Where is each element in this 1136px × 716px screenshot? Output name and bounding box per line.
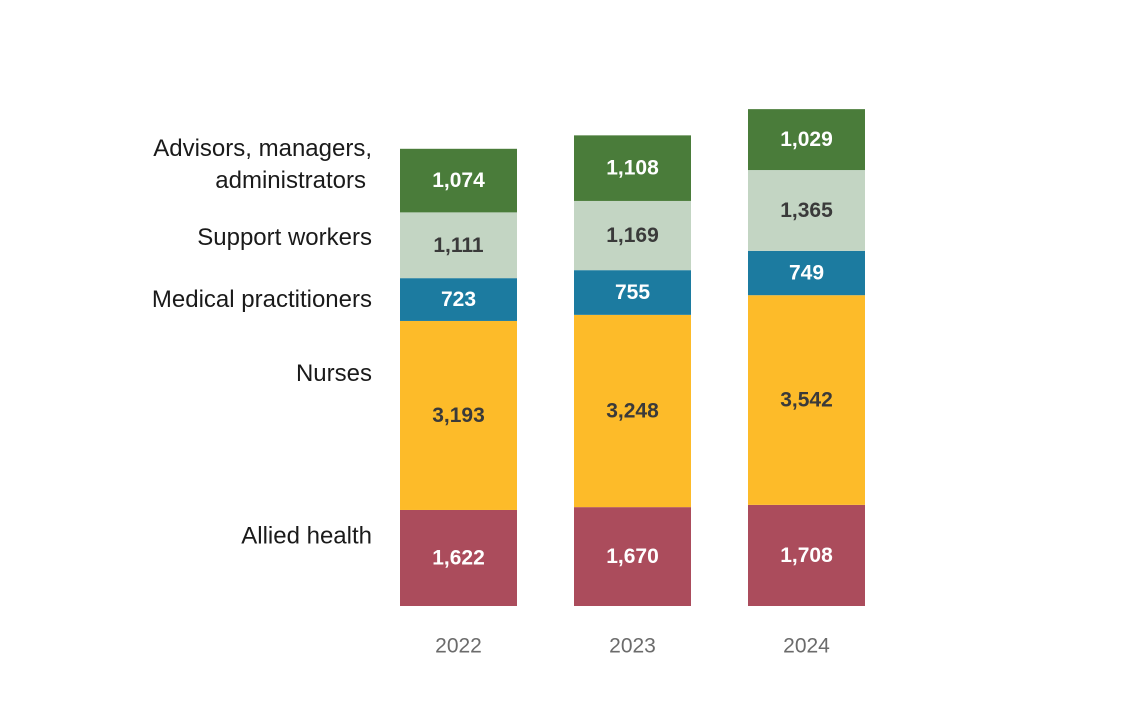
data-label-allied-health-2023: 1,670 xyxy=(606,545,659,568)
bar-segment-medical-practitioners-2022 xyxy=(400,278,517,321)
bar-segment-medical-practitioners-2024 xyxy=(748,250,865,296)
category-label-line: Advisors, managers, xyxy=(153,135,372,162)
x-tick-label-2022: 2022 xyxy=(435,635,482,658)
bar-segment-allied-health-2024 xyxy=(748,504,865,606)
category-label-medical-practitioners: Medical practitioners xyxy=(152,286,372,313)
bar-segment-support-workers-2024 xyxy=(748,170,865,251)
bar-segment-allied-health-2023 xyxy=(574,507,691,606)
category-label-allied-health: Allied health xyxy=(241,522,372,549)
bar-segment-advisors-managers-administrators-2024 xyxy=(748,109,865,171)
x-tick-label-2024: 2024 xyxy=(783,635,830,658)
data-label-nurses-2022: 3,193 xyxy=(432,404,485,427)
category-label-line: administrators xyxy=(215,167,366,194)
category-label-support-workers: Support workers xyxy=(197,224,372,251)
category-labels-group: Allied health Nurses Medical practitioners… xyxy=(152,135,372,549)
category-label-line: Medical practitioners xyxy=(152,286,372,313)
data-label-advisors-managers-administrators-2022: 1,074 xyxy=(432,169,485,192)
x-axis-ticks: 2022 2023 2024 xyxy=(435,635,830,658)
segment-labels-group: 1,622 3,193 723 1,111 1,074 1,670 3,248 755 1,16… xyxy=(432,128,833,569)
bar-segment-advisors-managers-administrators-2023 xyxy=(574,135,691,201)
data-label-advisors-managers-administrators-2024: 1,029 xyxy=(780,128,833,151)
bar-segment-support-workers-2022 xyxy=(400,212,517,279)
data-label-nurses-2023: 3,248 xyxy=(606,399,659,422)
data-label-medical-practitioners-2022: 723 xyxy=(441,288,476,311)
category-label-line: Allied health xyxy=(241,522,372,549)
data-label-medical-practitioners-2024: 749 xyxy=(789,262,824,285)
data-label-support-workers-2023: 1,169 xyxy=(606,224,659,247)
data-label-allied-health-2022: 1,622 xyxy=(432,546,485,569)
bar-segment-nurses-2024 xyxy=(748,295,865,505)
category-label-line: Nurses xyxy=(296,360,372,387)
bar-segment-nurses-2023 xyxy=(574,314,691,508)
data-label-advisors-managers-administrators-2023: 1,108 xyxy=(606,157,659,180)
bar-segment-advisors-managers-administrators-2022 xyxy=(400,148,517,213)
category-label-line: Support workers xyxy=(197,224,372,251)
bar-segment-allied-health-2022 xyxy=(400,509,517,606)
x-tick-label-2023: 2023 xyxy=(609,635,656,658)
category-label-advisors-managers-administrators: Advisors, managers, administrators xyxy=(153,135,372,194)
bar-segment-nurses-2022 xyxy=(400,320,517,510)
category-label-nurses: Nurses xyxy=(296,360,372,387)
bar-segment-support-workers-2023 xyxy=(574,200,691,271)
bars-group xyxy=(400,109,865,606)
data-label-support-workers-2024: 1,365 xyxy=(780,199,833,222)
data-label-allied-health-2024: 1,708 xyxy=(780,544,833,567)
data-label-support-workers-2022: 1,111 xyxy=(433,234,484,257)
bar-segment-medical-practitioners-2023 xyxy=(574,270,691,315)
data-label-nurses-2024: 3,542 xyxy=(780,389,833,412)
data-label-medical-practitioners-2023: 755 xyxy=(615,281,650,304)
